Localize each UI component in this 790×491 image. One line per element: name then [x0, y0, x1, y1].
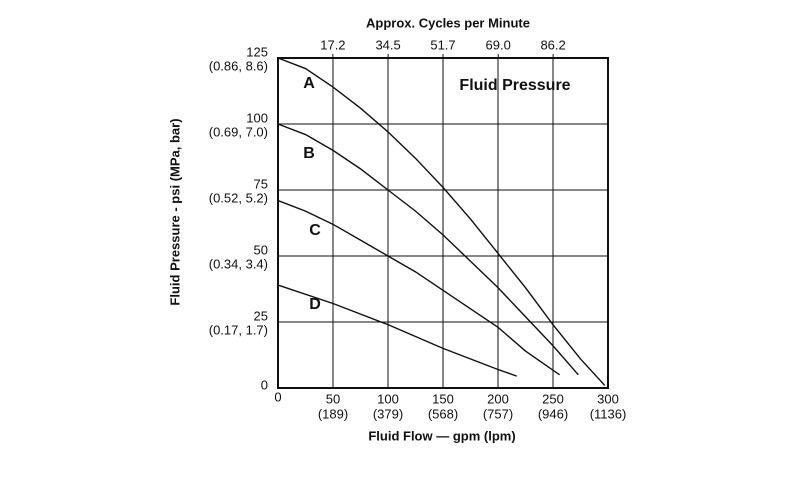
x-tick-label: 250 — [542, 391, 564, 406]
y-tick-sublabel: (0.69, 7.0) — [209, 124, 268, 139]
y-tick-label: 50 — [254, 242, 268, 257]
x-tick-sublabel: (1136) — [590, 406, 627, 421]
x-tick-label: 300 — [597, 391, 619, 406]
series-line — [277, 284, 517, 377]
x-tick-sublabel: (946) — [538, 406, 568, 421]
top-tick-label: 51.7 — [430, 37, 455, 52]
series-label: B — [303, 145, 315, 162]
y-tick-label: 75 — [254, 176, 268, 191]
annotation: Fluid Pressure — [459, 77, 570, 94]
y-axis-title: Fluid Pressure - psi (MPa, bar) — [167, 118, 182, 305]
x-tick-sublabel: (757) — [483, 406, 513, 421]
series-label: C — [309, 222, 321, 239]
x-tick-label: 200 — [487, 391, 509, 406]
y-tick-label: 0 — [261, 377, 268, 392]
top-tick-label: 86.2 — [540, 37, 565, 52]
x-tick-label: 0 — [274, 389, 281, 404]
y-tick-label: 125 — [246, 44, 268, 59]
x-axis-title: Fluid Flow — gpm (lpm) — [368, 428, 515, 443]
series-label: A — [303, 75, 315, 92]
series-line — [277, 57, 606, 386]
x-tick-sublabel: (379) — [373, 406, 403, 421]
y-tick-sublabel: (0.52, 5.2) — [209, 190, 268, 205]
y-tick-sublabel: (0.34, 3.4) — [209, 256, 268, 271]
x-tick-sublabel: (189) — [318, 406, 348, 421]
top-tick-label: 17.2 — [320, 37, 345, 52]
top-axis-title: Approx. Cycles per Minute — [366, 15, 530, 30]
series-line — [277, 199, 561, 376]
y-tick-label: 100 — [246, 110, 268, 125]
y-tick-label: 25 — [254, 308, 268, 323]
x-tick-sublabel: (568) — [428, 406, 458, 421]
y-tick-sublabel: (0.17, 1.7) — [209, 322, 268, 337]
x-tick-label: 100 — [377, 391, 399, 406]
plot-frame — [277, 57, 609, 389]
y-tick-sublabel: (0.86, 8.6) — [209, 58, 268, 73]
top-tick-label: 69.0 — [486, 37, 511, 52]
series-label: D — [309, 296, 321, 313]
top-tick-label: 34.5 — [375, 37, 400, 52]
x-tick-label: 50 — [326, 391, 340, 406]
series-line — [277, 123, 579, 376]
x-tick-label: 150 — [432, 391, 454, 406]
